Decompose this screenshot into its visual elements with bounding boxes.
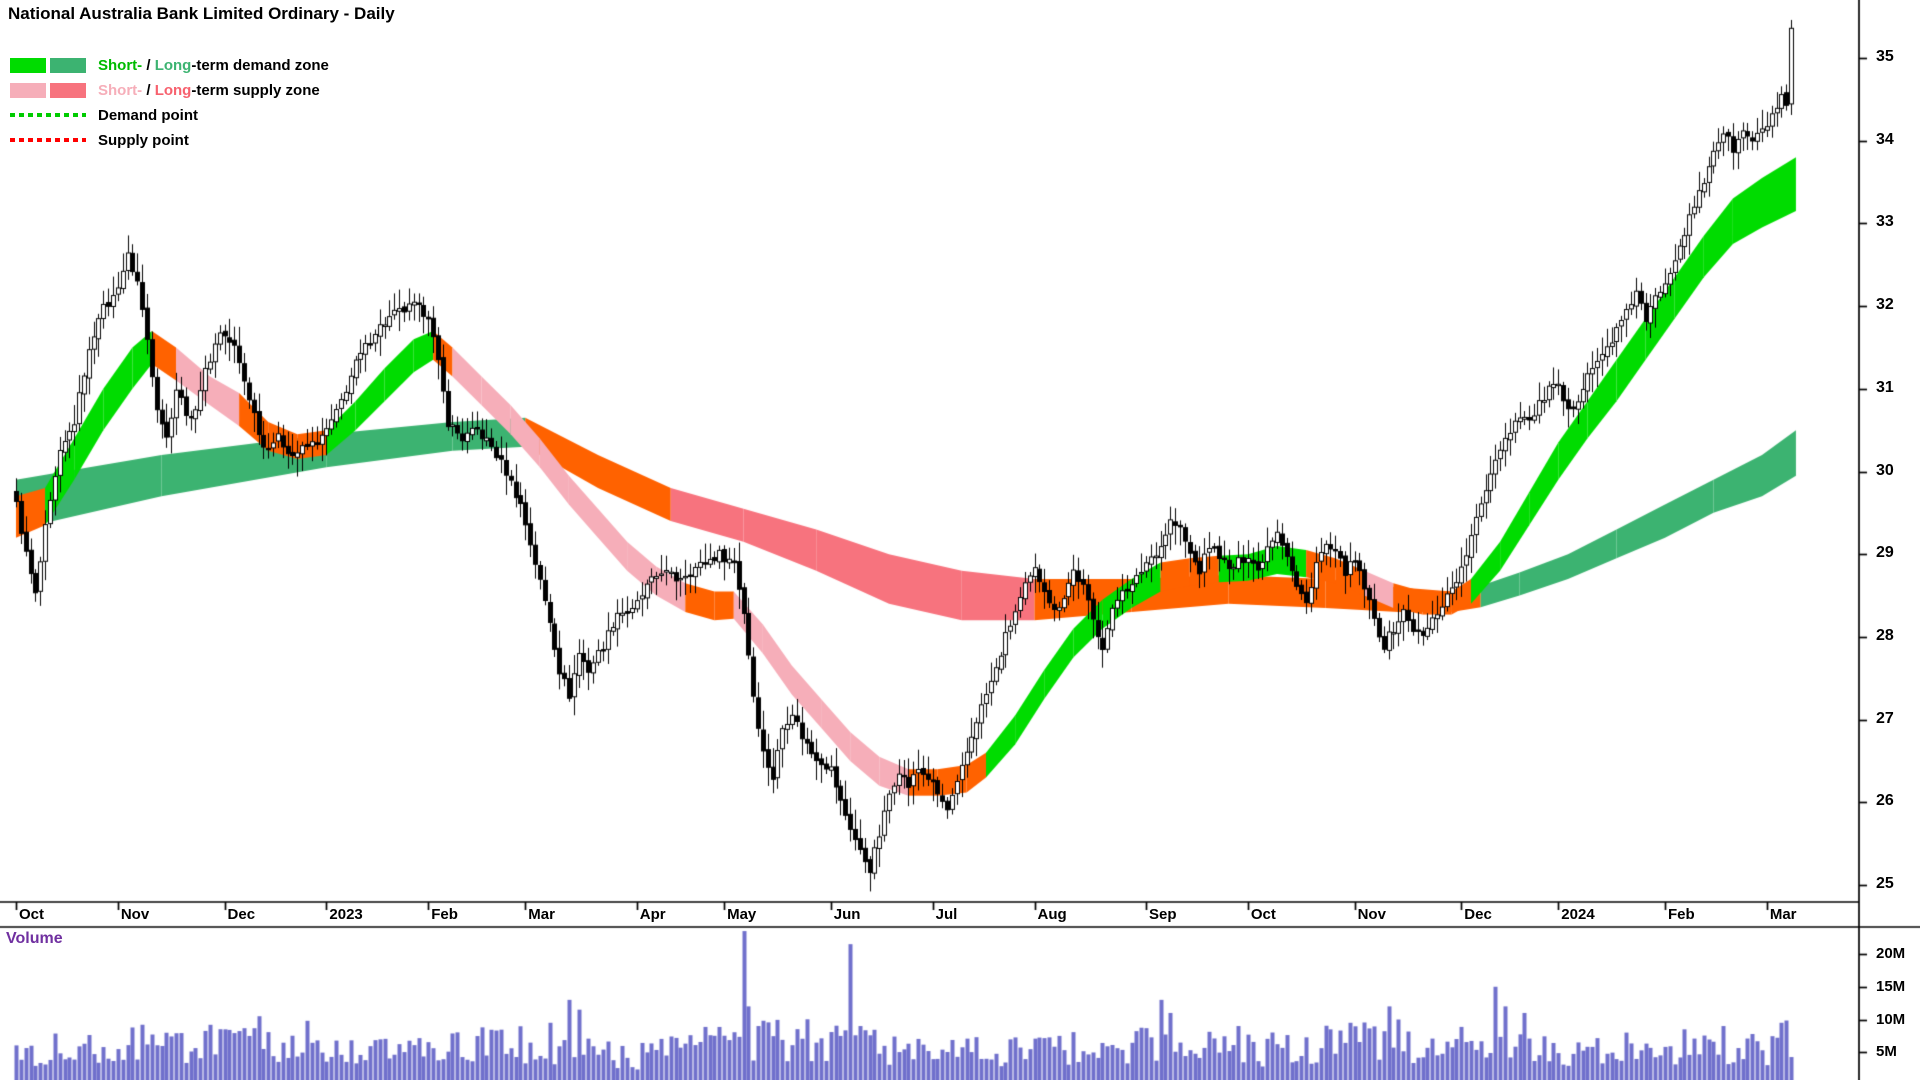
x-axis-label: Nov [1357,906,1386,923]
price-axis-label: 26 [1876,792,1894,810]
supply-zone-suffix: -term supply zone [191,81,320,99]
supply-point-label: Supply point [98,131,189,149]
demand-point-dotted-line-icon [10,113,86,117]
volume-axis-label: 20M [1876,945,1906,962]
x-axis-label: Feb [431,906,458,923]
volume-axis-label: 15M [1876,977,1906,995]
supply-zone-label: Short- / Long-term supply zone [98,82,320,99]
demand-point-label: Demand point [98,106,198,124]
x-axis-label: Oct [1250,906,1276,923]
price-axis-label: 28 [1876,626,1894,644]
demand-zone-suffix: -term demand zone [191,56,329,74]
price-axis-label: 33 [1876,213,1894,231]
demand-zone-long-swatch [50,57,86,73]
volume-axis-label: 5M [1876,1043,1897,1061]
price-axis-label: 27 [1876,709,1894,727]
x-axis-label: Jun [833,906,861,923]
x-axis-label: Jul [935,906,958,923]
x-axis-label: Dec [1464,906,1492,923]
supply-zone-separator: / [142,81,155,99]
supply-zone-long-text: Long [154,81,192,99]
supply-point-dotted-line-icon [10,138,86,142]
x-axis-label: 2023 [329,906,363,923]
x-axis-label: Nov [120,906,150,923]
x-axis-label: Mar [1769,906,1797,923]
legend-item-demand-point: Demand point [10,106,329,124]
x-axis-label: 2024 [1561,906,1595,923]
x-axis-label: Aug [1037,906,1067,923]
x-axis-label: Dec [227,906,256,923]
price-axis-label: 34 [1876,130,1894,148]
x-axis-label: Sep [1149,906,1177,923]
price-axis-label: 35 [1876,48,1894,65]
chart-title: National Australia Bank Limited Ordinary… [8,4,395,23]
x-axis-label: Apr [639,906,666,923]
legend-item-supply-point: Supply point [10,131,329,149]
x-axis-label: Oct [19,906,45,923]
demand-zone-separator: / [142,56,155,74]
demand-zone-long-text: Long [154,56,192,74]
x-axis-label: Mar [528,906,555,923]
legend: Short- / Long-term demand zone Short- / … [10,56,329,149]
price-axis-label: 29 [1876,544,1894,562]
supply-zone-long-swatch [50,82,86,98]
legend-item-supply-zone: Short- / Long-term supply zone [10,81,329,99]
price-axis-label: 31 [1876,378,1894,396]
demand-zone-short-swatch [10,57,46,73]
demand-zone-label: Short- / Long-term demand zone [98,57,329,74]
legend-item-demand-zone: Short- / Long-term demand zone [10,56,329,74]
demand-zone-short-text: Short- [98,56,143,74]
volume-axis-label: 10M [1876,1010,1906,1028]
x-axis-label: May [727,906,757,923]
supply-zone-short-text: Short- [98,81,143,99]
price-axis-label: 25 [1876,875,1894,892]
volume-pane-label: Volume [6,930,63,947]
price-axis-label: 30 [1876,461,1894,479]
price-axis-label: 32 [1876,296,1894,314]
supply-zone-short-swatch [10,82,46,98]
x-axis-label: Feb [1668,906,1695,923]
